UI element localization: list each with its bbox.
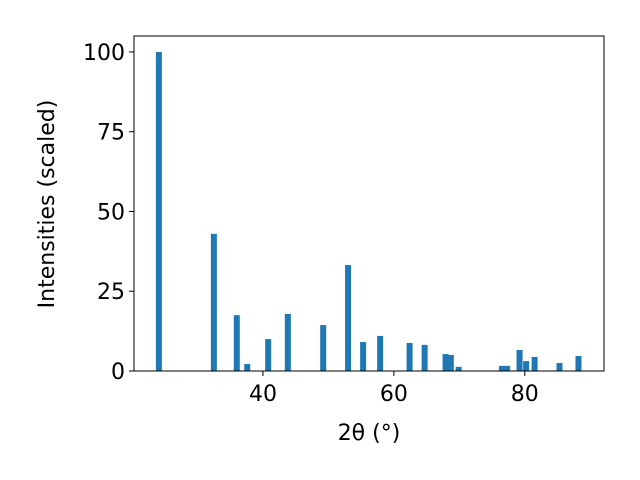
bar <box>575 356 582 371</box>
bar <box>233 315 240 371</box>
bar <box>442 354 449 371</box>
bar <box>406 342 413 371</box>
x-tick-label: 80 <box>511 382 539 407</box>
bar <box>421 344 428 371</box>
bar <box>523 361 530 371</box>
x-tick-label: 60 <box>380 382 408 407</box>
bar <box>244 363 251 371</box>
plot-frame <box>133 35 605 372</box>
bar <box>377 335 384 371</box>
bar <box>556 363 563 371</box>
y-axis-label: Intensities (scaled) <box>35 100 60 309</box>
bar <box>504 365 511 371</box>
bar <box>155 51 162 371</box>
bar <box>345 265 352 371</box>
bar <box>265 339 272 371</box>
bar <box>320 325 327 371</box>
bar <box>498 365 505 371</box>
bar <box>455 366 462 371</box>
y-tick-label: 100 <box>83 41 125 66</box>
y-tick-label: 25 <box>97 280 125 305</box>
x-tick-label: 40 <box>249 382 277 407</box>
y-tick-label: 0 <box>111 360 125 385</box>
y-tick-label: 75 <box>97 121 125 146</box>
bar <box>516 349 523 371</box>
y-tick-label: 50 <box>97 200 125 225</box>
bar <box>531 356 538 371</box>
x-axis-label: 2θ (°) <box>338 421 401 446</box>
bar <box>210 233 217 371</box>
bar <box>447 355 454 371</box>
bar <box>360 341 367 371</box>
bar <box>284 313 291 371</box>
